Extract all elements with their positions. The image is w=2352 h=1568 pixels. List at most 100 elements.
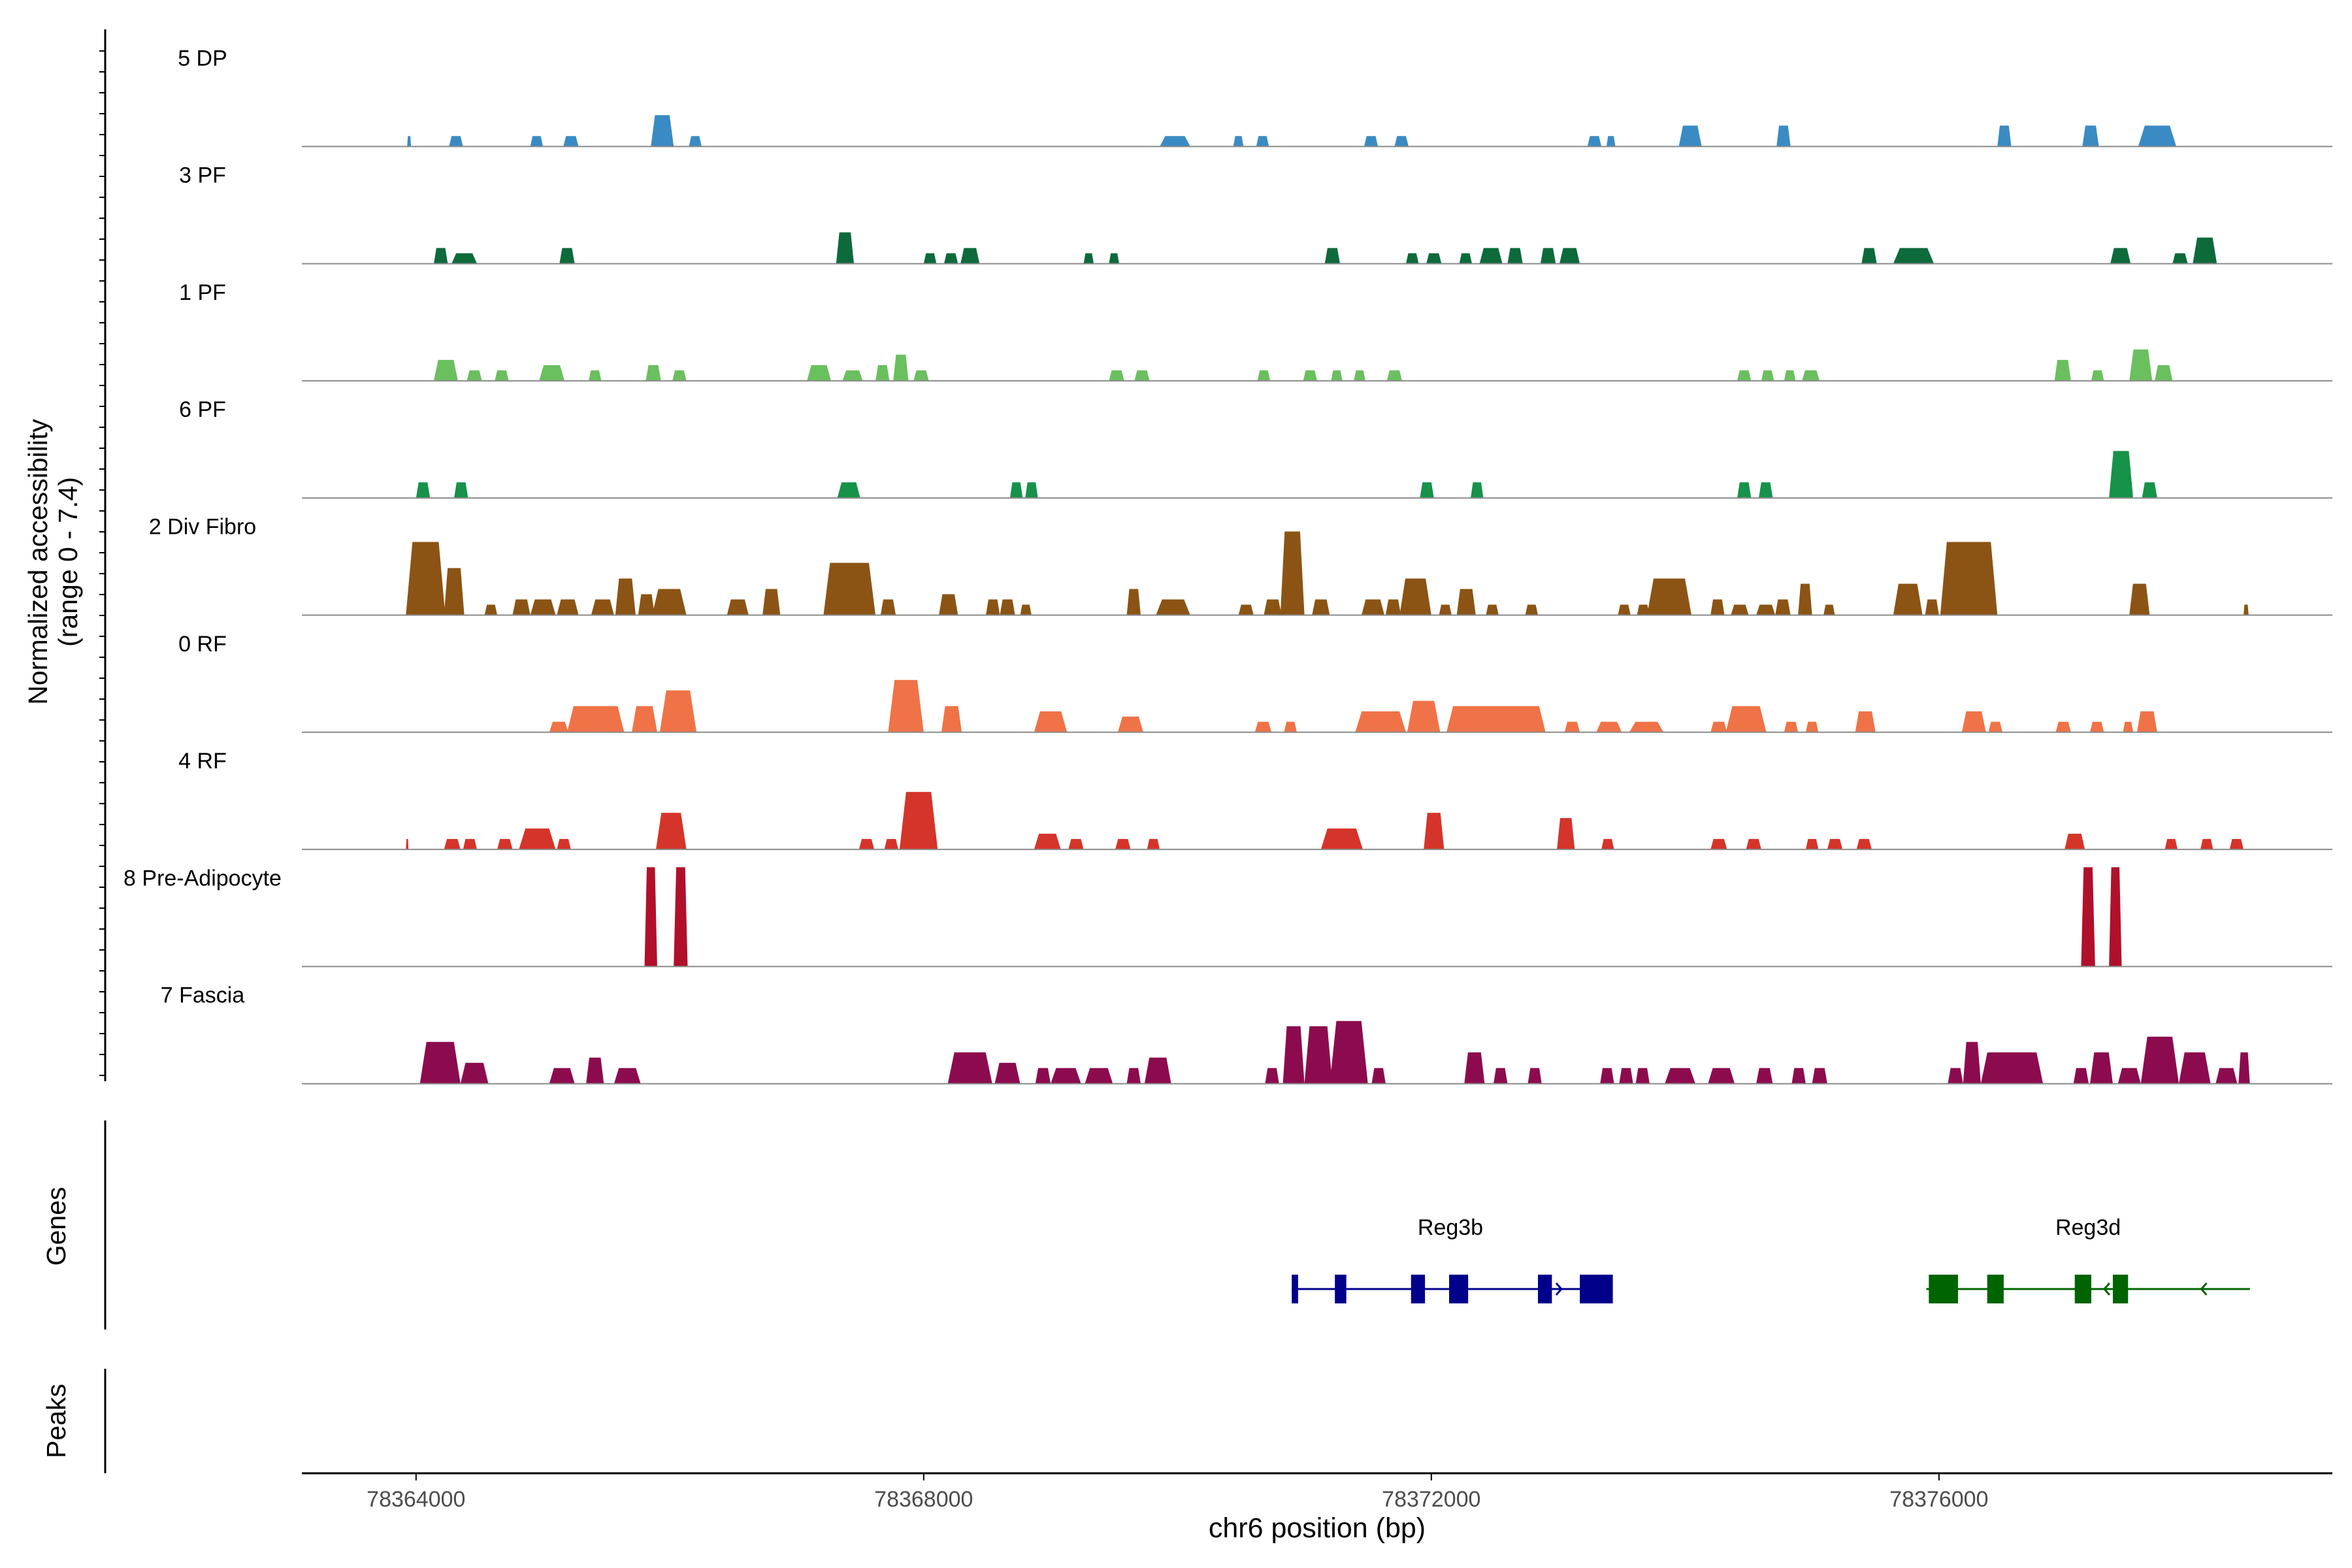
coverage-peak [1126,1068,1141,1084]
coverage-peak [2090,721,2104,732]
y-axis-label-range: (range 0 - 7.4) [53,477,83,647]
coverage-peak [1464,1052,1485,1084]
coverage-peak [1963,1041,1981,1084]
coverage-peak [1861,248,1877,264]
coverage-peak [947,1052,992,1084]
coverage-peak [406,542,446,615]
coverage-peak [1759,482,1773,498]
coverage-peak [451,253,478,264]
coverage-peak [1362,599,1384,615]
coverage-peak [559,248,575,264]
coverage-peak [2193,237,2217,264]
coverage-peak [1540,248,1556,264]
coverage-peak [880,599,896,615]
coverage-peak [1564,721,1580,732]
coverage-peak [1471,482,1484,498]
coverage-peak [1486,604,1499,615]
coverage-peak [1731,604,1749,615]
coverage-peak [1756,1068,1773,1084]
coverage-peak [1527,1068,1542,1084]
coverage-peak [2142,482,2157,498]
coverage-peak [549,1068,575,1084]
coverage-peak [1420,482,1434,498]
coverage-peak [2215,1068,2238,1084]
coverage-peak [1756,604,1776,615]
coverage-peak [1304,1026,1333,1084]
coverage-peak [1134,370,1150,381]
coverage-peak [1439,604,1452,615]
coverage-peak [1126,589,1141,615]
strand-arrow [1460,1282,1468,1296]
coverage-peak [2065,834,2085,850]
coverage-peak [2117,1068,2141,1084]
coverage-peak [645,365,661,381]
coverage-peak [2238,1052,2250,1084]
coverage-peak [463,839,478,850]
coverage-peak [1708,1068,1735,1084]
track-4-rf: 4 RF [178,749,2332,851]
coverage-peak [1710,839,1727,850]
coverage-peak [1280,531,1305,615]
coverage-peak [1823,604,1835,615]
gene-exon [1929,1275,1958,1303]
coverage-peak [858,839,875,850]
coverage-peak [416,482,431,498]
coverage-peak [567,706,625,732]
coverage-peak [1961,711,1986,732]
coverage-peak [1068,839,1084,850]
x-tick-label: 78372000 [1382,1487,1480,1512]
coverage-peak [823,563,875,615]
coverage-peak [1407,700,1441,732]
coverage-peak [652,589,687,615]
coverage-tracks: 5 DP 3 PF 1 PF 6 PF 2 Div Fibro 0 RF 4 RF 8 Pre… [123,46,2332,1085]
coverage-peak [1988,721,2002,732]
coverage-peak [1282,1026,1305,1084]
coverage-peak [1507,248,1523,264]
coverage-peak [1606,136,1616,147]
coverage-peak [1784,370,1796,381]
coverage-peak [1940,542,1998,615]
coverage-y-axis-ticks [99,50,105,1076]
coverage-peak [1784,721,1799,732]
coverage-peak [2140,1036,2179,1084]
coverage-peak [1034,834,1061,850]
coverage-peak [549,721,568,732]
track-1-pf: 1 PF [179,280,2332,382]
coverage-peak [941,706,962,732]
track-label: 3 PF [179,163,226,188]
coverage-peak [1331,370,1343,381]
track-label: 5 DP [178,46,227,71]
coverage-peak [1020,604,1032,615]
coverage-peak [1925,599,1939,615]
coverage-peak [1085,1068,1113,1084]
coverage-peak [1394,136,1409,147]
coverage-peak [1147,839,1160,850]
coverage-peak [1710,599,1725,615]
strand-arrow [1555,1282,1563,1296]
coverage-peak [674,867,688,967]
coverage-peak [1746,839,1761,850]
coverage-peak [444,839,461,850]
coverage-peak [1525,604,1538,615]
coverage-peak [1637,604,1650,615]
coverage-peak [1980,1052,2044,1084]
coverage-peak [1802,370,1820,381]
coverage-peak [1805,839,1819,850]
coverage-peak [1109,253,1119,264]
track-label: 1 PF [179,280,226,305]
coverage-peak [530,136,544,147]
coverage-peak [519,828,556,850]
coverage-peak [530,599,556,615]
track-7-fascia: 7 Fascia [161,983,2332,1085]
coverage-peak [613,1068,641,1084]
gene-label: Reg3b [1418,1215,1483,1240]
coverage-peak [1665,1068,1695,1084]
coverage-peak [460,1062,489,1084]
y-axis-label: Normalized accessibility [23,419,53,705]
coverage-peak [1115,839,1131,850]
coverage-peak [495,370,509,381]
coverage-peak [1424,813,1445,850]
coverage-peak [1238,604,1254,615]
coverage-peak [454,482,468,498]
